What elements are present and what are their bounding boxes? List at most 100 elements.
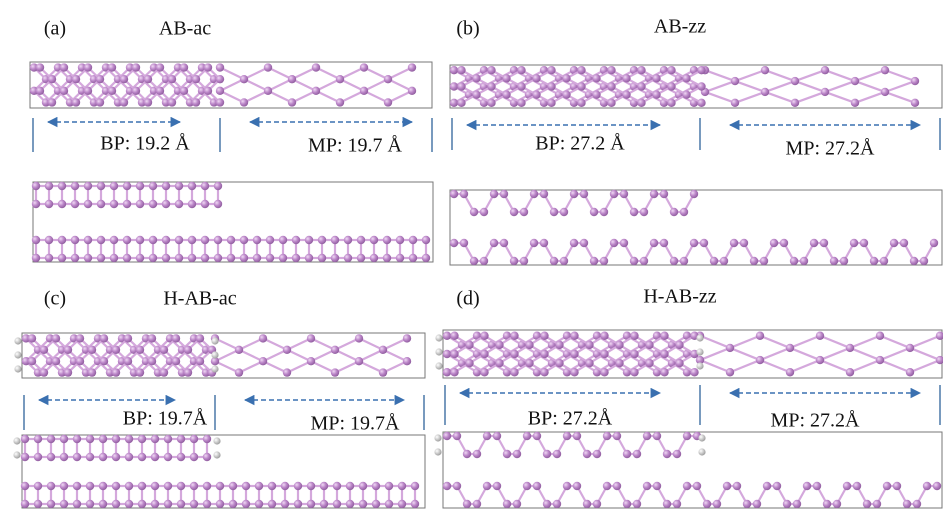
atom bbox=[730, 239, 738, 247]
atom bbox=[483, 482, 491, 490]
hydrogen bbox=[434, 434, 441, 441]
atom bbox=[510, 208, 518, 216]
atom bbox=[793, 500, 801, 508]
atom bbox=[547, 99, 555, 107]
atom bbox=[563, 482, 571, 490]
atom bbox=[630, 350, 638, 358]
atom bbox=[40, 346, 48, 354]
atom bbox=[483, 432, 491, 440]
bond bbox=[850, 336, 880, 348]
atom bbox=[473, 500, 481, 508]
atom bbox=[936, 356, 943, 364]
atom bbox=[177, 435, 185, 443]
bond bbox=[880, 360, 910, 372]
atom bbox=[680, 257, 688, 265]
atom bbox=[422, 254, 430, 262]
atom bbox=[84, 200, 92, 208]
bond bbox=[885, 92, 915, 103]
atom bbox=[933, 482, 941, 490]
bond bbox=[910, 336, 940, 348]
atom bbox=[577, 82, 585, 90]
atom bbox=[123, 182, 131, 190]
atom bbox=[32, 236, 40, 244]
atom bbox=[640, 257, 648, 265]
atom bbox=[550, 208, 558, 216]
atom bbox=[603, 432, 611, 440]
atom bbox=[663, 500, 671, 508]
atom bbox=[663, 450, 671, 458]
atom bbox=[235, 346, 243, 354]
atom bbox=[148, 334, 156, 342]
atom bbox=[268, 500, 276, 508]
bond bbox=[795, 81, 825, 92]
atom bbox=[136, 254, 144, 262]
bond bbox=[820, 348, 850, 360]
atom bbox=[281, 500, 289, 508]
atom bbox=[570, 368, 578, 376]
atom bbox=[112, 346, 120, 354]
atom bbox=[890, 239, 898, 247]
panel-title: H-AB-ac bbox=[163, 288, 236, 310]
atom bbox=[510, 332, 518, 340]
atom bbox=[480, 208, 488, 216]
bond bbox=[760, 360, 790, 372]
atom bbox=[585, 341, 593, 349]
hydrogen bbox=[435, 334, 442, 341]
atom bbox=[184, 368, 192, 376]
atom bbox=[86, 453, 94, 461]
atom bbox=[450, 82, 458, 90]
atom bbox=[667, 99, 675, 107]
atom bbox=[214, 200, 222, 208]
atom bbox=[164, 482, 172, 490]
atom bbox=[517, 82, 525, 90]
panel-title: AB-ac bbox=[159, 18, 211, 40]
atom bbox=[753, 500, 761, 508]
atom bbox=[151, 435, 159, 443]
atom bbox=[540, 239, 548, 247]
atom bbox=[630, 368, 638, 376]
atom bbox=[502, 74, 510, 82]
atom bbox=[253, 236, 261, 244]
atom bbox=[172, 357, 180, 365]
atom bbox=[136, 368, 144, 376]
atom bbox=[450, 66, 458, 74]
atom bbox=[320, 482, 328, 490]
atom bbox=[673, 450, 681, 458]
atom bbox=[136, 182, 144, 190]
atom bbox=[318, 254, 326, 262]
atom bbox=[97, 200, 105, 208]
atom bbox=[493, 482, 501, 490]
atom bbox=[823, 500, 831, 508]
atom bbox=[136, 200, 144, 208]
atom bbox=[530, 239, 538, 247]
atom bbox=[682, 74, 690, 82]
atom bbox=[229, 500, 237, 508]
atom bbox=[216, 87, 224, 95]
bond bbox=[795, 70, 825, 81]
bond bbox=[735, 92, 765, 103]
atom bbox=[408, 87, 416, 95]
atom bbox=[110, 182, 118, 190]
atom bbox=[733, 482, 741, 490]
bond bbox=[825, 92, 855, 103]
atom bbox=[177, 453, 185, 461]
atom bbox=[513, 450, 521, 458]
atom bbox=[110, 200, 118, 208]
atom bbox=[660, 239, 668, 247]
atom bbox=[607, 82, 615, 90]
atom bbox=[472, 74, 480, 82]
atom bbox=[112, 453, 120, 461]
atom bbox=[851, 77, 859, 85]
bond bbox=[885, 70, 915, 81]
atom bbox=[726, 344, 734, 352]
atom bbox=[503, 500, 511, 508]
atom bbox=[279, 236, 287, 244]
atom bbox=[360, 63, 368, 71]
atom bbox=[227, 254, 235, 262]
atom bbox=[450, 350, 458, 358]
atom bbox=[58, 236, 66, 244]
atom bbox=[58, 182, 66, 190]
atom bbox=[667, 82, 675, 90]
atom bbox=[71, 200, 79, 208]
atom bbox=[203, 453, 211, 461]
